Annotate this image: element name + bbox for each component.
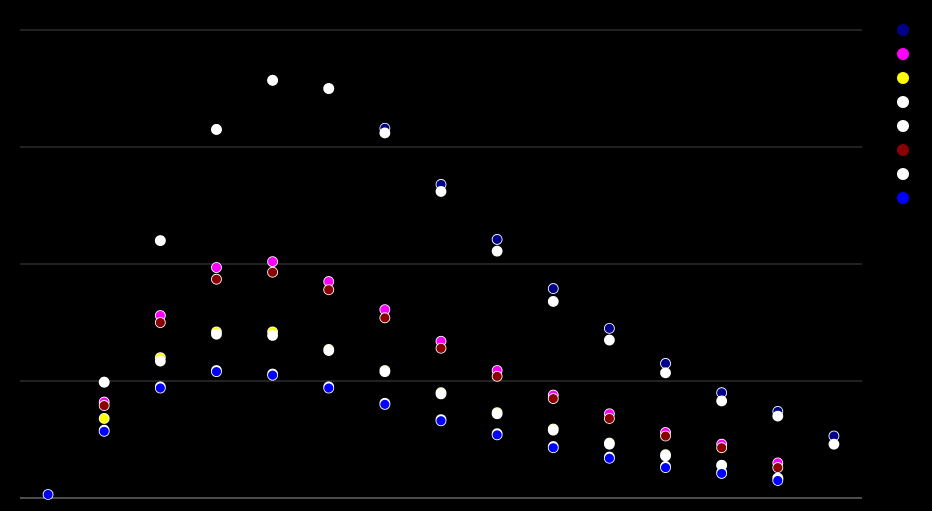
point [267, 256, 279, 268]
point [154, 355, 166, 367]
point [660, 450, 671, 462]
point [772, 475, 784, 486]
point [491, 429, 503, 441]
point [435, 342, 447, 354]
point [211, 328, 222, 340]
point [211, 262, 222, 273]
point [772, 410, 784, 422]
point [604, 334, 615, 346]
point [491, 245, 503, 257]
point [772, 462, 784, 473]
point [154, 235, 166, 247]
point [828, 438, 840, 450]
point [491, 234, 503, 245]
point [379, 127, 391, 139]
point [211, 273, 222, 285]
point [154, 382, 166, 394]
legend-swatch [897, 96, 909, 108]
point [42, 489, 54, 500]
legend-swatch [897, 24, 909, 36]
point [604, 452, 615, 464]
point [379, 398, 391, 410]
point [547, 283, 559, 294]
point [660, 367, 671, 379]
point [211, 366, 222, 378]
point [604, 322, 615, 334]
point [379, 312, 391, 324]
legend-swatch [897, 72, 909, 84]
point [716, 468, 728, 479]
point [323, 345, 335, 356]
point [267, 74, 279, 86]
point [604, 438, 615, 450]
point [379, 366, 391, 378]
point [98, 413, 110, 424]
point [98, 400, 110, 411]
point [98, 425, 110, 437]
point [323, 83, 335, 94]
point [604, 413, 615, 424]
point [716, 395, 728, 407]
point [491, 370, 503, 382]
point [435, 186, 447, 197]
legend-swatch [897, 192, 909, 204]
point [211, 124, 222, 135]
point [547, 424, 559, 436]
legend-swatch [897, 48, 909, 60]
legend-swatch [897, 120, 909, 132]
point [323, 284, 335, 296]
point [547, 442, 559, 454]
point [267, 266, 279, 278]
point [267, 369, 279, 381]
point [547, 393, 559, 404]
point [323, 382, 335, 394]
point [660, 358, 671, 369]
point [435, 388, 447, 400]
point [491, 408, 503, 420]
point [435, 415, 447, 427]
point [660, 462, 671, 473]
legend-swatch [897, 144, 909, 156]
point [716, 442, 728, 454]
point [660, 430, 671, 442]
point [154, 317, 166, 328]
point [267, 329, 279, 341]
point [98, 376, 110, 388]
point [547, 296, 559, 307]
legend-swatch [897, 168, 909, 180]
